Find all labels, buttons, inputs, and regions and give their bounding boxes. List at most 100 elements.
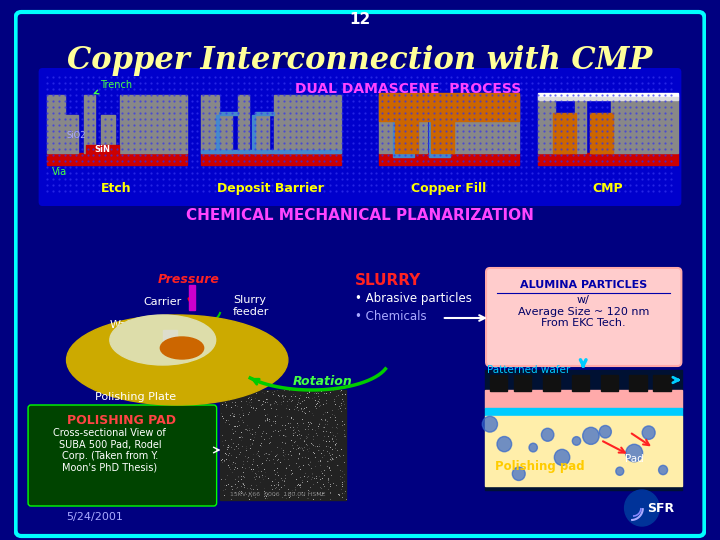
Bar [65,115,78,153]
Text: SiO2: SiO2 [66,131,86,139]
Bar [572,375,589,391]
Bar [379,95,397,153]
Bar [238,95,249,153]
Bar [416,95,428,153]
Text: Slurry
feeder: Slurry feeder [233,295,269,316]
Bar [429,111,451,157]
Circle shape [624,490,660,526]
FancyBboxPatch shape [16,12,704,536]
Text: CMP: CMP [592,182,623,195]
Text: POLISHING PAD: POLISHING PAD [67,414,176,427]
FancyBboxPatch shape [28,405,217,506]
Bar [86,145,120,155]
Bar [538,93,678,97]
Bar [202,153,341,165]
Circle shape [541,428,554,441]
Bar [485,416,683,486]
Text: Rotation: Rotation [292,375,352,388]
Ellipse shape [110,315,216,365]
Text: w/
Average Size ~ 120 nm
From EKC Tech.: w/ Average Size ~ 120 nm From EKC Tech. [518,295,649,328]
Text: Polishing Plate: Polishing Plate [96,392,176,402]
Bar [102,115,114,153]
Bar [216,115,219,153]
Text: DUAL DAMASCENE  PROCESS: DUAL DAMASCENE PROCESS [295,82,521,96]
Circle shape [599,426,611,438]
Circle shape [626,444,643,462]
Text: 12: 12 [349,12,371,27]
Text: Trench: Trench [94,80,132,94]
Bar [538,95,555,153]
Bar [255,112,274,115]
Ellipse shape [161,337,204,359]
Text: Etch: Etch [102,182,132,195]
Bar [379,153,518,165]
Bar [163,330,177,342]
Text: Polishing pad: Polishing pad [495,460,585,473]
Bar [252,115,255,153]
Ellipse shape [66,315,288,405]
Bar [189,285,194,310]
Text: Wafer
r: Wafer r [110,320,143,342]
Text: Copper Fill: Copper Fill [411,182,486,195]
Circle shape [616,467,624,475]
Text: • Chemicals: • Chemicals [355,310,427,323]
Bar [120,95,186,153]
FancyBboxPatch shape [39,68,681,206]
Bar [554,113,577,153]
Bar [48,95,65,153]
Text: • Abrasive particles: • Abrasive particles [355,292,472,305]
Bar [555,115,569,153]
Text: Cross-sectional View of
SUBA 500 Pad, Rodel
Corp. (Taken from Y.
Moon's PhD Thes: Cross-sectional View of SUBA 500 Pad, Ro… [53,428,166,473]
Bar [452,95,518,153]
Bar [219,115,232,153]
Text: Pad: Pad [624,454,644,464]
Bar [538,97,678,100]
Text: Deposit Barrier: Deposit Barrier [217,182,324,195]
Bar [538,153,678,165]
Text: ALUMINA PARTICLES: ALUMINA PARTICLES [520,280,647,290]
Bar [575,95,586,153]
Bar [397,115,410,153]
Bar [654,375,671,391]
Bar [48,153,186,165]
Bar [485,408,683,416]
Bar [590,113,613,153]
Circle shape [497,436,512,452]
Circle shape [659,465,667,475]
Bar [274,95,341,153]
Bar [611,95,678,153]
Bar [485,390,683,408]
Bar [202,150,341,153]
Text: 5/24/2001: 5/24/2001 [66,512,123,522]
Circle shape [482,416,498,432]
Text: Patterned wafer: Patterned wafer [487,365,570,375]
Text: Carrier: Carrier [143,297,181,307]
Circle shape [642,426,655,440]
Bar [431,113,454,153]
Bar [84,95,96,153]
Bar [485,370,683,490]
Bar [220,390,346,500]
Circle shape [513,467,525,481]
Text: SFR: SFR [647,502,674,515]
Bar [592,115,606,153]
Text: Pressure: Pressure [158,273,220,286]
Bar [514,375,531,391]
Bar [219,112,238,115]
Bar [629,375,647,391]
Circle shape [572,437,580,445]
Text: SLURRY: SLURRY [355,273,421,288]
Circle shape [582,427,599,444]
Bar [600,375,618,391]
Bar [543,375,560,391]
Bar [490,375,507,391]
Bar [433,115,446,153]
Bar [392,111,414,157]
Text: 15KV X66  0006  100.0U HSME: 15KV X66 0006 100.0U HSME [230,492,325,497]
FancyBboxPatch shape [486,268,681,366]
Bar [395,113,418,153]
Bar [255,115,269,153]
Circle shape [554,449,570,465]
Text: SiN: SiN [94,145,110,154]
Text: Copper Interconnection with CMP: Copper Interconnection with CMP [68,45,652,76]
